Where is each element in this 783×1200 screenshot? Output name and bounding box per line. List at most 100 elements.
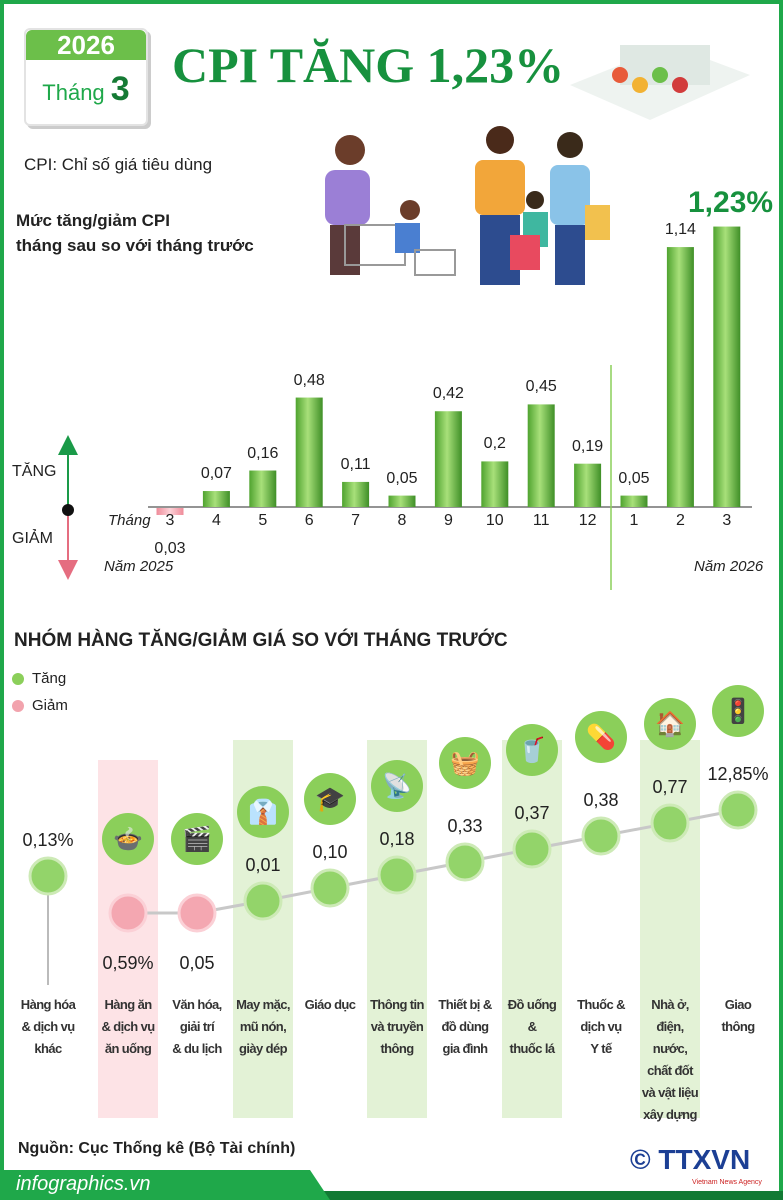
category-line: khác [34, 1041, 62, 1056]
graduation-cap-icon: 🎓 [304, 773, 356, 825]
category-line: và truyền [370, 1019, 424, 1034]
trend-line [128, 808, 739, 915]
group-category-label: Thông tin và truyền thông [364, 994, 430, 1060]
month-tick-label: 4 [211, 512, 221, 529]
legend-swatch-green [12, 672, 24, 685]
calendar-badge: 2026 Tháng 3 [24, 28, 148, 126]
bar-value-label: 0,2 [483, 435, 506, 453]
category-line: thông [380, 1041, 414, 1056]
legend-label: Giảm [32, 697, 68, 714]
category-line: ăn uống [104, 1041, 152, 1056]
bar-value-label: 0,45 [525, 378, 557, 396]
category-line: gia đình [442, 1041, 488, 1056]
category-line: Giao [724, 997, 752, 1012]
highlight-column [640, 740, 700, 1118]
subtitle: CPI: Chỉ số giá tiêu dùng [24, 155, 213, 174]
category-line: chất đốt [647, 1063, 693, 1078]
month-tick-label: 12 [578, 512, 597, 529]
increase-dot [377, 855, 417, 895]
category-line: giày dép [239, 1041, 288, 1056]
increase-dot [718, 790, 758, 830]
category-line: đồ dùng [441, 1019, 489, 1034]
category-line: Giáo dục [304, 997, 356, 1012]
increase-dot [650, 803, 690, 843]
latest-value-label: 1,23% [688, 186, 774, 219]
category-line: Đồ uống [507, 997, 557, 1012]
up-label: TĂNG [12, 463, 57, 480]
month-tick-label: 7 [351, 512, 361, 529]
cpi-bar [574, 463, 602, 507]
bar-value-label: 0,19 [572, 437, 604, 455]
bar-value-label: 0,07 [200, 465, 232, 483]
group-value-label: 12,85% [707, 764, 769, 784]
month-tick-label: 5 [258, 512, 268, 529]
category-line: & dịch vụ [21, 1019, 75, 1034]
cpi-bar [713, 226, 741, 507]
group-value-label: 0,18 [379, 829, 415, 849]
category-line: mũ nón, [239, 1019, 287, 1034]
year-label-2025: Năm 2025 [104, 558, 174, 575]
source-note: Nguồn: Cục Thống kê (Bộ Tài chính) [18, 1140, 296, 1157]
group-category-label: Hàng hóa & dịch vụ khác [15, 994, 81, 1060]
cpi-bar [666, 247, 694, 507]
cpi-bar [481, 461, 509, 507]
month-tick-label: 9 [443, 512, 453, 529]
category-line: giải trí [179, 1019, 215, 1034]
group-value-label: 0,10 [312, 842, 348, 862]
month-tick-label: 3 [722, 512, 732, 529]
group-category-label: Giao thông [705, 994, 771, 1038]
down-arrow-icon [58, 560, 78, 580]
bar-value-label: 0,42 [432, 385, 464, 403]
group-value-label: 0,01 [245, 855, 281, 875]
month-axis-prefix: Tháng [108, 512, 151, 529]
category-line: dịch vụ [580, 1019, 622, 1034]
month-tick-label: 11 [532, 512, 550, 529]
cpi-bar [156, 508, 184, 515]
category-line: Y tế [590, 1041, 612, 1056]
section-title: NHÓM HÀNG TĂNG/GIẢM GIÁ SO VỚI THÁNG TRƯ… [14, 630, 508, 651]
month-tick-label: 8 [397, 512, 407, 529]
footer-bar: infographics.vn [0, 1170, 783, 1200]
clothing-icon: 👔 [237, 786, 289, 838]
site-link[interactable]: infographics.vn [0, 1170, 330, 1200]
increase-dot [581, 816, 621, 856]
bar-value-label: 0,16 [247, 444, 279, 462]
category-line: nước, [652, 1041, 688, 1056]
shoppers-illustration [325, 126, 610, 285]
category-line: Thông tin [370, 997, 424, 1012]
cpi-bar [388, 495, 416, 507]
group-value-label: 0,77 [652, 777, 688, 797]
group-value-label: 0,33 [447, 816, 483, 836]
category-line: Nhà ở, [651, 997, 689, 1012]
origin-dot [62, 504, 74, 516]
month-tick-label: 2 [675, 512, 685, 529]
category-line: Hàng ăn [104, 997, 152, 1012]
category-line: thuốc lá [509, 1041, 555, 1056]
category-line: điện, [656, 1019, 684, 1034]
logo-subtitle: Vietnam News Agency [692, 1178, 762, 1187]
category-line: & du lịch [172, 1041, 222, 1056]
bar-value-label: 0,03 [154, 540, 186, 557]
category-line: Hàng hóa [20, 997, 76, 1012]
bar-value-label: 0,05 [618, 469, 650, 487]
group-category-label: Đồ uống & thuốc lá [499, 994, 565, 1060]
group-category-label: Thuốc & dịch vụ Y tế [568, 994, 634, 1060]
category-line: xây dựng [643, 1107, 697, 1122]
group-category-label: Nhà ở, điện, nước, chất đốt và vật liệu xây d… [637, 994, 703, 1126]
bar-value-label: 0,05 [386, 469, 418, 487]
group-value-label: 0,05 [179, 953, 215, 973]
cpi-bar [527, 404, 555, 507]
washing-machine-icon: 🧺 [439, 737, 491, 789]
month-tick-label: 1 [629, 512, 639, 529]
group-value-label: 0,38 [583, 790, 619, 810]
film-icon: 🎬 [171, 813, 223, 865]
increase-dot [310, 868, 350, 908]
year-label-2026: Năm 2026 [694, 558, 764, 575]
bars-group [156, 226, 741, 515]
cpi-bar [342, 481, 370, 507]
ttxvn-logo: © TTXVN [630, 1144, 751, 1175]
bar-value-label: 0,11 [340, 455, 371, 473]
group-category-label: Thiết bị & đồ dùng gia đình [432, 994, 498, 1060]
chart-title: Mức tăng/giảm CPI tháng sau so với tháng… [16, 208, 254, 258]
